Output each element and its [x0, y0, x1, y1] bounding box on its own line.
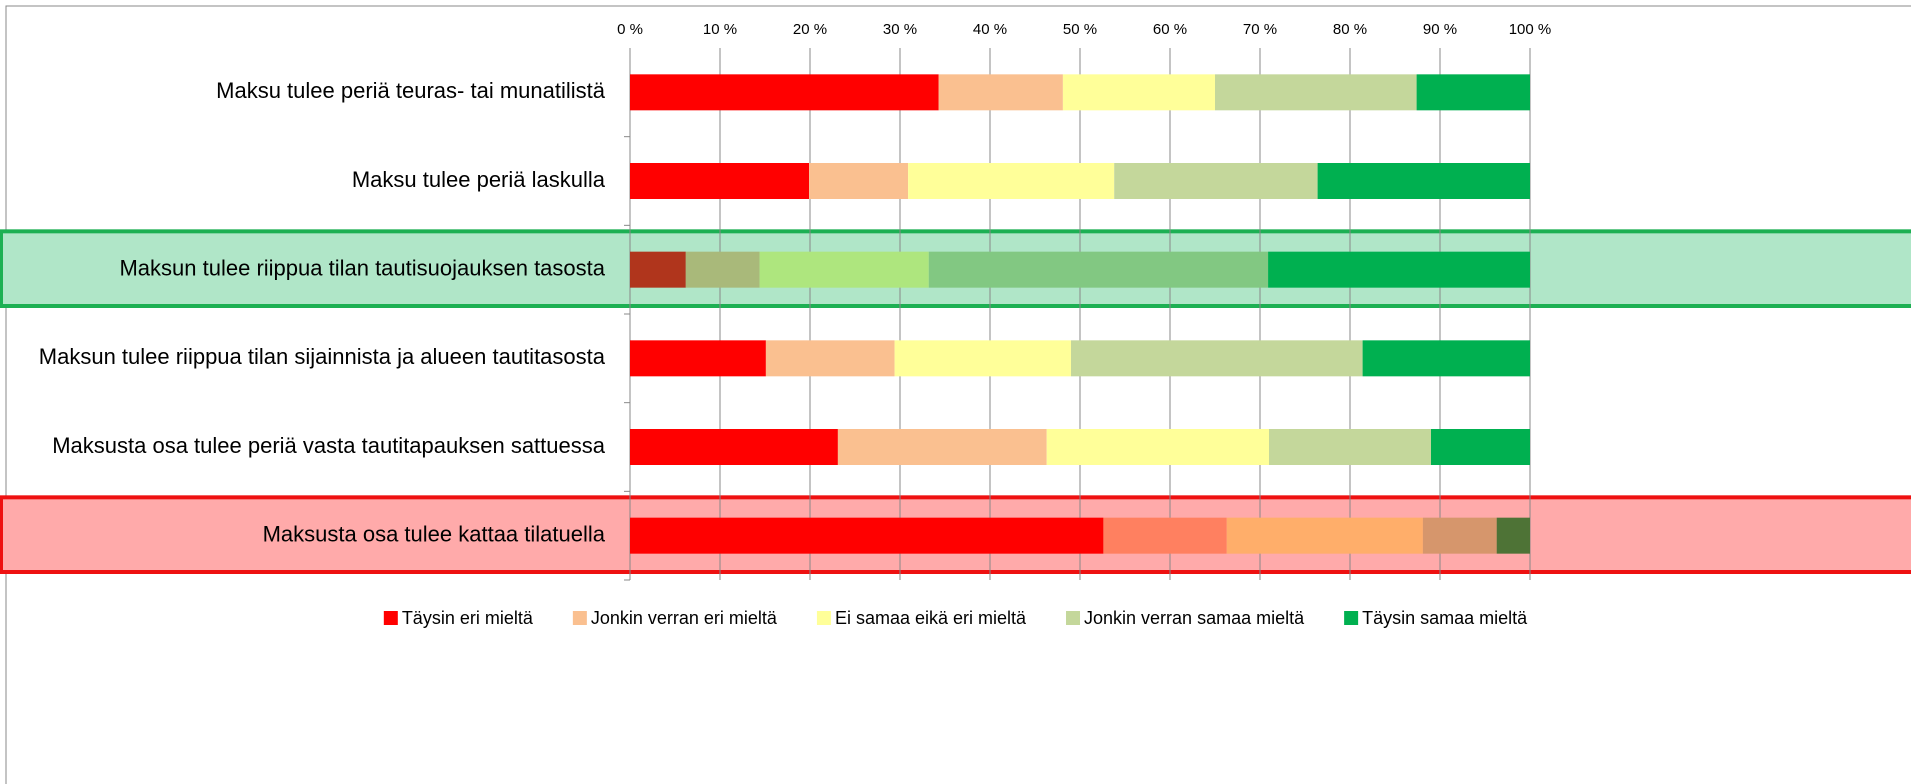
- frame: [5, 5, 1911, 784]
- legend-label: Jonkin verran eri mieltä: [591, 608, 778, 628]
- bar-segment: [908, 163, 1115, 199]
- x-tick-label: 20 %: [793, 21, 827, 38]
- bar-segment: [837, 429, 1047, 465]
- bar-segment: [928, 251, 1269, 288]
- bar-segment: [630, 74, 939, 111]
- category-label: Maksun tulee riippua tilan tautisuojauks…: [119, 255, 605, 280]
- bar-segment: [685, 251, 760, 288]
- bar-segment: [630, 163, 810, 199]
- bar-segment: [1114, 163, 1318, 199]
- bar-segment: [1215, 74, 1417, 111]
- x-tick-label: 10 %: [703, 21, 737, 38]
- legend-label: Ei samaa eikä eri mieltä: [835, 608, 1027, 628]
- category-label: Maksun tulee riippua tilan sijainnista j…: [39, 344, 606, 369]
- bar-segment: [1431, 429, 1530, 465]
- bar-segment: [759, 251, 929, 288]
- bar-segment: [1226, 517, 1423, 554]
- bar-segment: [1362, 340, 1530, 377]
- bar-segment: [938, 74, 1063, 111]
- bar-segment: [1317, 163, 1530, 199]
- legend-swatch: [572, 611, 587, 625]
- category-label: Maksu tulee periä teuras- tai munatilist…: [216, 78, 606, 103]
- legend-swatch: [383, 611, 398, 625]
- bar-segment: [894, 340, 1071, 377]
- bar-segment: [1046, 429, 1269, 465]
- legend-label: Jonkin verran samaa mieltä: [1084, 608, 1305, 628]
- bar-segment: [1496, 517, 1530, 554]
- x-tick-label: 90 %: [1423, 21, 1457, 38]
- bar-segment: [1422, 517, 1497, 554]
- x-tick-label: 60 %: [1153, 21, 1187, 38]
- bar-segment: [1103, 517, 1227, 554]
- x-tick-label: 0 %: [617, 21, 643, 38]
- legend-swatch: [816, 611, 831, 625]
- x-tick-label: 80 %: [1333, 21, 1367, 38]
- bar-segment: [1062, 74, 1215, 111]
- bar-segment: [1268, 251, 1530, 288]
- legend-label: Täysin eri mieltä: [402, 608, 534, 628]
- x-tick-label: 100 %: [1509, 21, 1552, 38]
- bar-segment: [1416, 74, 1530, 111]
- legend-swatch: [1066, 611, 1081, 625]
- bar-segment: [630, 251, 686, 288]
- bar-segment: [765, 340, 895, 377]
- x-tick-label: 50 %: [1063, 21, 1097, 38]
- bar-segment: [630, 340, 766, 377]
- x-tick-label: 30 %: [883, 21, 917, 38]
- category-label: Maksusta osa tulee kattaa tilatuella: [263, 521, 606, 546]
- x-tick-label: 70 %: [1243, 21, 1277, 38]
- bar-segment: [809, 163, 909, 199]
- bar-segment: [630, 429, 838, 465]
- legend-label: Täysin samaa mieltä: [1362, 608, 1528, 628]
- legend-swatch: [1344, 611, 1359, 625]
- bar-segment: [1269, 429, 1431, 465]
- category-label: Maksusta osa tulee periä vasta tautitapa…: [52, 433, 606, 458]
- bar-segment: [630, 517, 1104, 554]
- bar-segment: [1071, 340, 1363, 377]
- x-tick-label: 40 %: [973, 21, 1007, 38]
- category-label: Maksu tulee periä laskulla: [352, 167, 606, 192]
